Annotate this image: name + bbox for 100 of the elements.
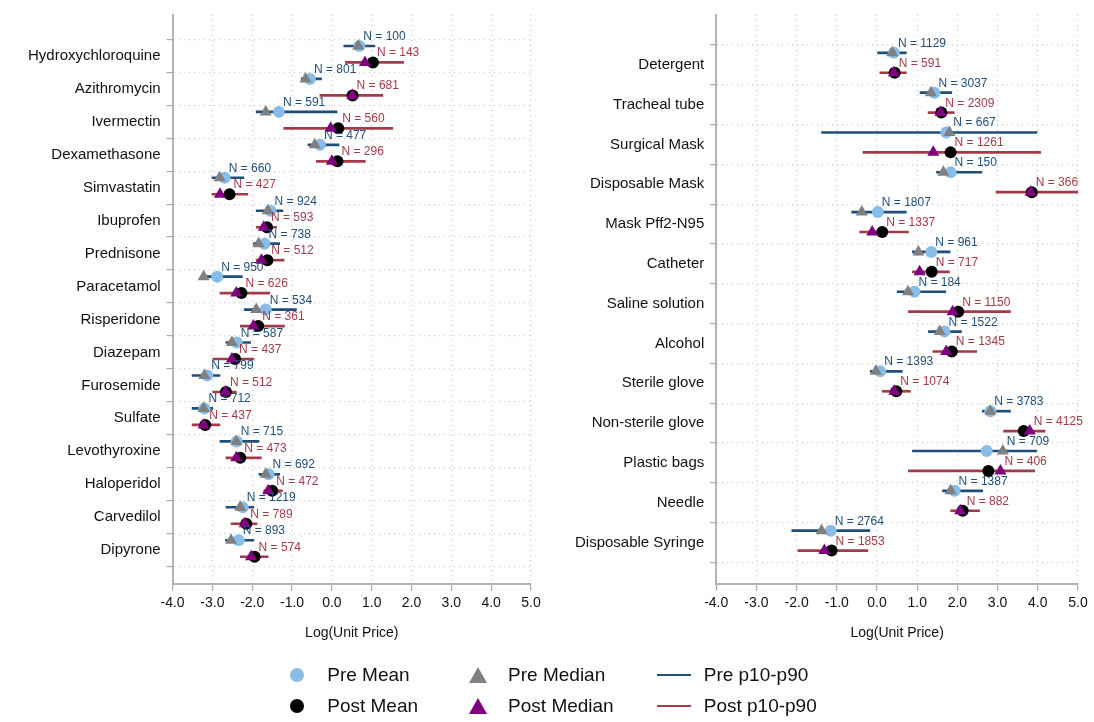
annotation: N = 100 [363,28,407,43]
x-tick-label: 1.0 [361,593,382,610]
y-tick-label: Levothyroxine [67,441,161,459]
x-tick-label: 0.0 [322,593,342,610]
x-tick-label: 3.0 [441,593,462,610]
annotation: N = 2764 [834,513,885,528]
annotation: N = 660 [228,160,272,175]
y-tick-label: Simvastatin [83,177,161,195]
annotation: N = 1074 [900,374,950,389]
x-tick-label: -3.0 [744,593,769,610]
annotation: N = 789 [250,506,293,521]
y-tick-label: Hydroxychloroquine [27,46,161,63]
y-tick-label: Catheter [646,254,705,271]
annotation: N = 950 [221,259,264,274]
x-tick-label: 4.0 [481,593,502,610]
annotation: N = 882 [966,493,1010,508]
annotation: N = 1807 [881,195,932,210]
x-axis-title: Log(Unit Price) [850,624,944,641]
annotation: N = 366 [1035,175,1079,190]
legend-label: Post Median [508,694,614,717]
y-tick-label: Furosemide [81,375,161,393]
annotation: N = 692 [272,457,316,472]
y-tick-label: Disposable Syringe [574,532,705,550]
annotation: N = 717 [935,254,979,269]
annotation: N = 472 [276,473,319,488]
y-tick-label: Ibuprofen [97,210,161,228]
y-tick-label: Mask Pff2-N95 [605,214,705,232]
annotation: N = 143 [376,45,420,60]
y-tick-label: Dexamethasone [51,144,161,162]
annotation: N = 1345 [955,334,1006,349]
annotation: N = 296 [341,144,385,159]
x-tick-label: 4.0 [1028,593,1048,610]
annotation: N = 667 [953,115,997,130]
legend-label: Post Mean [327,694,419,717]
x-tick-label: 5.0 [1068,593,1088,610]
legend-label: Post p10-p90 [703,694,817,717]
annotation: N = 1219 [246,490,297,505]
legend-label: Pre Mean [327,663,410,686]
annotation: N = 709 [1006,434,1050,449]
y-tick-label: Sulfate [113,408,161,426]
y-tick-label: Carvedilol [93,507,161,525]
annotation: N = 574 [258,539,302,554]
annotation: N = 593 [270,210,314,225]
annotation: N = 512 [229,374,273,389]
annotation: N = 591 [282,94,326,109]
annotation: N = 1337 [886,215,936,230]
annotation: N = 738 [268,226,312,241]
x-tick-label: -4.0 [160,593,185,610]
y-tick-label: Dipyrone [100,540,161,558]
y-tick-label: Risperidone [80,309,161,327]
annotation: N = 587 [240,325,284,340]
annotation: N = 150 [954,155,998,170]
annotation: N = 1387 [958,473,1008,488]
annotation: N = 626 [245,276,289,291]
y-tick-label: Azithromycin [74,78,161,96]
annotation: N = 3783 [994,394,1044,409]
x-tick-label: -4.0 [704,593,729,610]
x-tick-label: 5.0 [521,593,541,610]
annotation: N = 591 [898,55,942,70]
y-tick-label: Diazepam [93,342,161,360]
annotation: N = 961 [935,234,978,249]
y-tick-label: Ivermectin [91,111,161,129]
annotation: N = 560 [342,111,385,126]
y-tick-label: Tracheal tube [613,94,705,112]
annotation: N = 184 [918,274,962,289]
legend-label: Pre p10-p90 [703,663,809,686]
y-tick-label: Prednisone [84,243,161,261]
annotation: N = 427 [233,177,277,192]
annotation: N = 715 [240,424,284,439]
y-tick-label: Paracetamol [76,276,161,294]
y-tick-label: Haloperidol [84,474,161,492]
x-tick-label: 2.0 [947,593,968,610]
annotation: N = 4125 [1033,414,1084,429]
annotation: N = 437 [209,407,252,422]
annotation: N = 1853 [835,533,885,548]
y-tick-label: Saline solution [606,293,705,311]
annotation: N = 681 [356,78,400,93]
x-tick-label: 2.0 [401,593,422,610]
y-tick-label: Alcohol [655,333,705,351]
annotation: N = 1129 [897,35,947,50]
annotation: N = 799 [211,358,254,373]
x-tick-label: -2.0 [240,593,265,610]
legend-label: Pre Median [508,663,606,686]
annotation: N = 534 [269,292,313,307]
x-tick-label: -2.0 [784,593,809,610]
annotation: N = 1261 [954,135,1004,150]
annotation: N = 473 [244,440,287,455]
y-tick-label: Plastic bags [623,453,705,471]
annotation: N = 1522 [948,314,998,329]
x-tick-label: 0.0 [867,593,887,610]
x-axis-title: Log(Unit Price) [305,624,399,641]
x-tick-label: 1.0 [907,593,928,610]
annotation: N = 437 [239,342,282,357]
x-tick-label: -1.0 [279,593,305,610]
y-tick-label: Sterile glove [621,373,705,391]
annotation: N = 406 [1004,453,1048,468]
annotation: N = 1393 [884,354,934,369]
annotation: N = 924 [274,193,318,208]
y-tick-label: Non-sterile glove [591,413,705,431]
annotation: N = 3037 [938,75,988,90]
